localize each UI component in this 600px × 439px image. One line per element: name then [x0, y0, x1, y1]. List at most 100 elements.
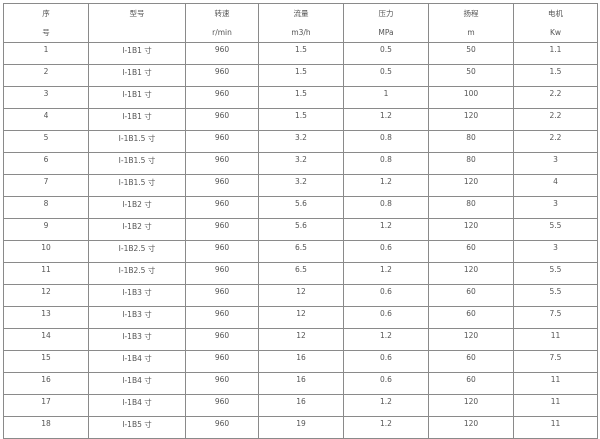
- cell-model: I-1B3 寸: [88, 284, 186, 307]
- table-row: 15 I-1B4 寸 960 16 0.6 60 7.5: [3, 350, 598, 373]
- cell-model: I-1B1.5 寸: [88, 174, 186, 197]
- cell-index: 16: [3, 372, 89, 395]
- cell-head: 80: [428, 130, 514, 153]
- header-row: 序号 型号 转速 r/min 流量 m3/h 压力 MPa 扬程 m 电机 Kw: [3, 3, 598, 43]
- cell-flow: 19: [258, 416, 344, 439]
- cell-flow: 1.5: [258, 108, 344, 131]
- cell-head: 120: [428, 174, 514, 197]
- header-flow-line1: 流量: [293, 9, 309, 18]
- cell-flow: 3.2: [258, 152, 344, 175]
- cell-speed: 960: [185, 152, 259, 175]
- cell-head: 120: [428, 108, 514, 131]
- cell-motor: 2.2: [513, 86, 598, 109]
- cell-model: I-1B1 寸: [88, 108, 186, 131]
- header-motor: 电机 Kw: [513, 3, 598, 43]
- cell-head: 60: [428, 306, 514, 329]
- cell-model: I-1B1 寸: [88, 64, 186, 87]
- header-flow-line2: m3/h: [291, 28, 311, 37]
- table-row: 10 I-1B2.5 寸 960 6.5 0.6 60 3: [3, 240, 598, 263]
- table-row: 4 I-1B1 寸 960 1.5 1.2 120 2.2: [3, 108, 598, 131]
- cell-index: 4: [3, 108, 89, 131]
- cell-model: I-1B4 寸: [88, 350, 186, 373]
- cell-pressure: 0.8: [343, 130, 429, 153]
- cell-index: 1: [3, 42, 89, 65]
- cell-pressure: 0.5: [343, 42, 429, 65]
- cell-speed: 960: [185, 416, 259, 439]
- header-pressure-line1: 压力: [378, 9, 394, 18]
- cell-index: 14: [3, 328, 89, 351]
- cell-pressure: 1.2: [343, 262, 429, 285]
- cell-flow: 1.5: [258, 42, 344, 65]
- cell-flow: 1.5: [258, 86, 344, 109]
- header-head-line2: m: [467, 28, 475, 37]
- cell-motor: 2.2: [513, 108, 598, 131]
- cell-index: 12: [3, 284, 89, 307]
- cell-flow: 12: [258, 284, 344, 307]
- table-row: 16 I-1B4 寸 960 16 0.6 60 11: [3, 372, 598, 395]
- header-flow: 流量 m3/h: [258, 3, 344, 43]
- cell-motor: 11: [513, 416, 598, 439]
- cell-model: I-1B2.5 寸: [88, 240, 186, 263]
- cell-index: 6: [3, 152, 89, 175]
- table-row: 14 I-1B3 寸 960 12 1.2 120 11: [3, 328, 598, 351]
- cell-motor: 7.5: [513, 350, 598, 373]
- header-head-line1: 扬程: [463, 9, 479, 18]
- cell-pressure: 1.2: [343, 394, 429, 417]
- cell-motor: 1.5: [513, 64, 598, 87]
- table-row: 1 I-1B1 寸 960 1.5 0.5 50 1.1: [3, 42, 598, 65]
- cell-index: 18: [3, 416, 89, 439]
- cell-index: 5: [3, 130, 89, 153]
- cell-motor: 3: [513, 196, 598, 219]
- cell-flow: 1.5: [258, 64, 344, 87]
- cell-flow: 5.6: [258, 218, 344, 241]
- cell-speed: 960: [185, 350, 259, 373]
- cell-speed: 960: [185, 218, 259, 241]
- header-motor-line1: 电机: [548, 9, 563, 18]
- cell-index: 10: [3, 240, 89, 263]
- cell-index: 11: [3, 262, 89, 285]
- cell-head: 60: [428, 372, 514, 395]
- cell-index: 9: [3, 218, 89, 241]
- cell-speed: 960: [185, 328, 259, 351]
- cell-speed: 960: [185, 42, 259, 65]
- header-speed: 转速 r/min: [185, 3, 259, 43]
- table-row: 7 I-1B1.5 寸 960 3.2 1.2 120 4: [3, 174, 598, 197]
- cell-pressure: 0.6: [343, 240, 429, 263]
- table-row: 11 I-1B2.5 寸 960 6.5 1.2 120 5.5: [3, 262, 598, 285]
- cell-flow: 16: [258, 350, 344, 373]
- cell-pressure: 1.2: [343, 218, 429, 241]
- cell-head: 100: [428, 86, 514, 109]
- cell-pressure: 1: [343, 86, 429, 109]
- cell-motor: 2.2: [513, 130, 598, 153]
- cell-speed: 960: [185, 108, 259, 131]
- cell-pressure: 0.6: [343, 350, 429, 373]
- header-pressure: 压力 MPa: [343, 3, 429, 43]
- cell-model: I-1B2 寸: [88, 218, 186, 241]
- cell-index: 3: [3, 86, 89, 109]
- cell-model: I-1B1 寸: [88, 86, 186, 109]
- cell-index: 7: [3, 174, 89, 197]
- cell-model: I-1B3 寸: [88, 306, 186, 329]
- header-model-line2: [90, 23, 185, 42]
- cell-speed: 960: [185, 284, 259, 307]
- cell-pressure: 1.2: [343, 108, 429, 131]
- header-motor-line2: Kw: [549, 28, 562, 37]
- cell-head: 50: [428, 42, 514, 65]
- header-index-line1: 序: [42, 9, 50, 18]
- header-model-line1: 型号: [129, 9, 145, 18]
- cell-head: 60: [428, 240, 514, 263]
- cell-model: I-1B5 寸: [88, 416, 186, 439]
- cell-motor: 7.5: [513, 306, 598, 329]
- cell-speed: 960: [185, 394, 259, 417]
- cell-index: 17: [3, 394, 89, 417]
- cell-pressure: 0.6: [343, 372, 429, 395]
- cell-motor: 11: [513, 372, 598, 395]
- cell-head: 80: [428, 196, 514, 219]
- cell-head: 50: [428, 64, 514, 87]
- cell-pressure: 0.6: [343, 284, 429, 307]
- cell-speed: 960: [185, 262, 259, 285]
- cell-flow: 5.6: [258, 196, 344, 219]
- cell-flow: 16: [258, 372, 344, 395]
- cell-motor: 11: [513, 394, 598, 417]
- cell-head: 120: [428, 394, 514, 417]
